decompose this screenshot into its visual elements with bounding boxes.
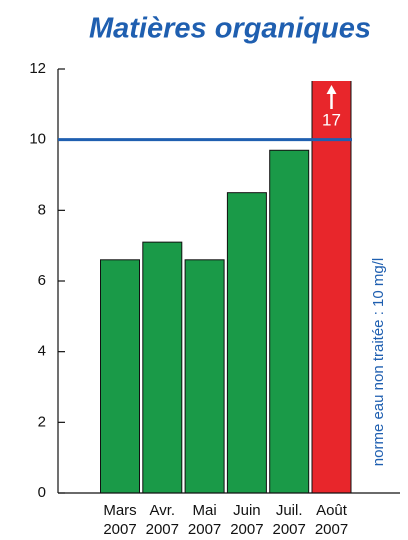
bar [311,81,352,494]
x-tick-label-line: 2007 [230,521,263,538]
bar [269,149,310,494]
y-tick-label: 8 [38,201,46,218]
x-tick-label-line: 2007 [146,521,179,538]
x-tick-label: Mars 2007 [103,502,136,538]
y-tick-label: 4 [38,343,46,360]
x-tick-label-line: 2007 [103,521,136,538]
y-tick-label: 6 [38,272,46,289]
x-tick-label: Août 2007 [315,502,348,538]
y-tick-label: 10 [29,131,46,148]
reference-label: norme eau non traitée : 10 mg/l [370,258,387,466]
x-tick-label: Avr. 2007 [146,502,179,538]
bar [184,259,225,494]
chart-title: Matières organiques [89,13,371,45]
x-tick-label-line: Avr. [150,502,176,519]
bars [100,81,352,494]
x-tick-label: Juin 2007 [230,502,263,538]
x-tick-label-line: Juil. [276,502,303,519]
overflow-arrowhead [326,85,337,94]
y-tick-label: 2 [38,413,46,430]
bar [226,192,267,494]
y-tick-label: 12 [29,60,46,77]
x-tick-label-line: Mai [193,502,217,519]
data-label: 17 [322,110,341,129]
x-tick-label-line: 2007 [273,521,306,538]
x-tick-label-line: 2007 [315,521,348,538]
x-tick-label-line: 2007 [188,521,221,538]
x-tick-label-line: Juin [233,502,261,519]
x-tick-label: Mai 2007 [188,502,221,538]
x-tick-label-line: Août [316,502,348,519]
bar [142,241,183,494]
y-tick-label: 0 [38,484,46,501]
x-tick-label-line: Mars [103,502,136,519]
x-tick-label: Juil. 2007 [273,502,306,538]
bar [100,259,140,494]
